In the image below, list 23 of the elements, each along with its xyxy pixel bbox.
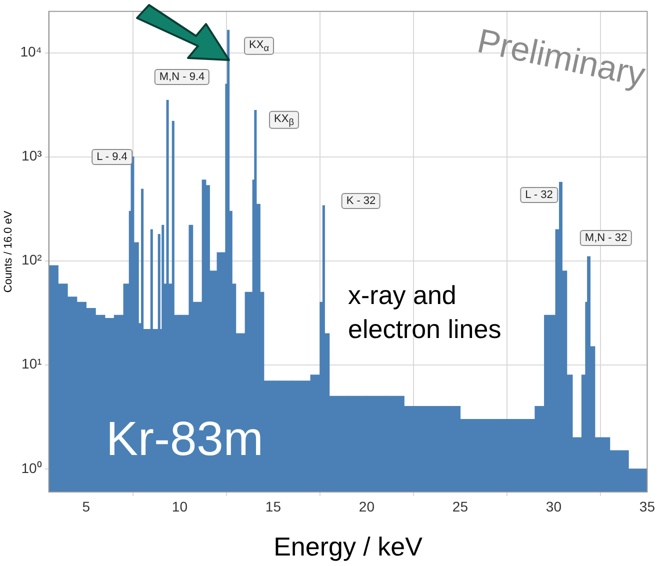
x-tick-label: 25 (452, 498, 468, 514)
x-tick-label: 5 (82, 498, 90, 514)
x-tick-label: 20 (358, 498, 375, 514)
annotation: L - 32 (520, 187, 558, 203)
y-tick-label: 10³ (22, 148, 42, 164)
x-tick-label: 15 (265, 498, 282, 514)
annotation: K - 32 (341, 193, 381, 209)
y-axis-title: Counts / 16.0 eV (2, 210, 15, 293)
y-tick-label: 10¹ (22, 356, 42, 372)
x-tick-label: 30 (546, 498, 562, 514)
x-axis-title: Energy / keV (274, 532, 424, 562)
annotation: M,N - 32 (580, 230, 632, 246)
annotation: Kr-83m (106, 412, 264, 467)
annotation: KX$_{β}$ (269, 110, 299, 130)
annotation: x-ray and electron lines (348, 279, 502, 346)
annotation: M,N - 9.4 (154, 69, 210, 85)
y-tick-label: 10² (22, 252, 42, 268)
x-tick-label: 35 (639, 498, 656, 514)
y-tick-label: 10⁴ (20, 44, 42, 60)
x-tick-label: 10 (172, 498, 188, 514)
y-tick-label: 10⁰ (21, 460, 42, 476)
annotation: KX$_{α}$ (244, 36, 274, 56)
annotation: L - 9.4 (92, 149, 132, 165)
